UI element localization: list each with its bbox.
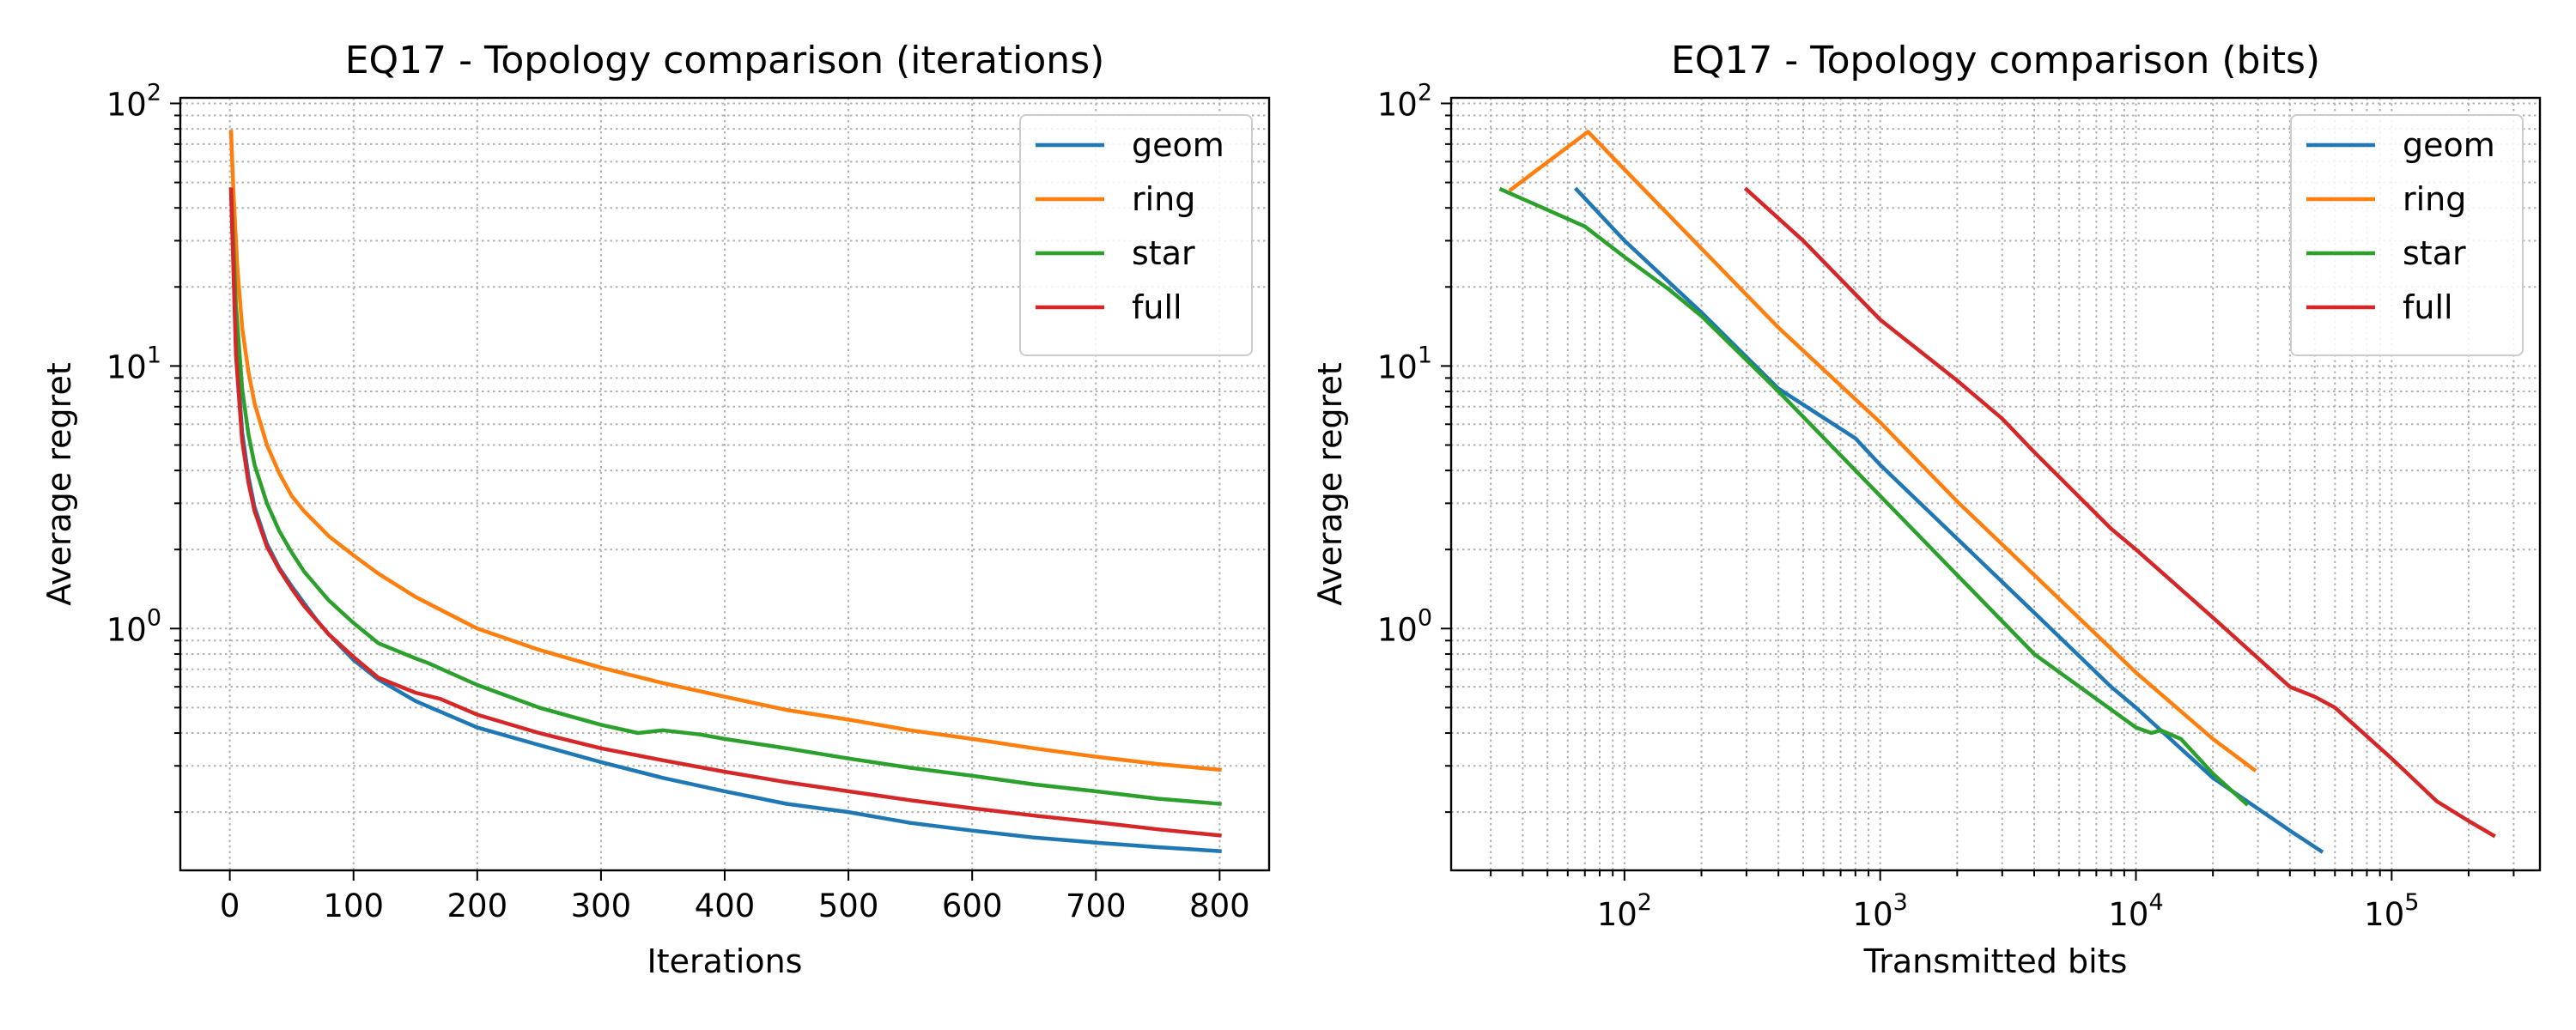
series-line-star (1498, 186, 2250, 807)
x-tick-label: 102 (1597, 889, 1652, 933)
series-line-ring (228, 130, 1222, 772)
series-line-star (228, 187, 1222, 806)
y-axis-label: Average regret (40, 362, 78, 605)
chart-title: EQ17 - Topology comparison (bits) (1671, 39, 2320, 82)
x-tick-label: 300 (571, 888, 632, 924)
x-tick-label: 700 (1066, 888, 1127, 924)
x-axis-label: Iterations (647, 942, 803, 980)
series-lines (1498, 130, 2496, 854)
x-tick-label: 0 (220, 888, 240, 924)
series-line-full (1743, 186, 2496, 839)
y-tick-label: 102 (1377, 79, 1432, 123)
legend-label-full: full (2403, 288, 2453, 326)
series-line-full (228, 187, 1222, 838)
series-line-geom (1573, 186, 2324, 854)
legend-label-ring: ring (2403, 180, 2466, 218)
grid (1451, 98, 2540, 870)
x-tick-label: 200 (447, 888, 508, 924)
legend: geom ring star full (2290, 114, 2524, 356)
x-tick-label: 103 (1853, 889, 1908, 933)
x-tick-label: 104 (2108, 889, 2163, 933)
ticks: 100 101 102 0 100 200 300 400 500 600 700 800 (106, 79, 1250, 924)
series-lines (228, 130, 1222, 853)
legend-label-full: full (1132, 288, 1182, 326)
x-tick-label: 400 (695, 888, 756, 924)
legend-box (1019, 114, 1253, 356)
legend-box (2290, 114, 2524, 356)
legend-label-ring: ring (1132, 180, 1195, 218)
x-tick-label: 105 (2364, 889, 2419, 933)
legend: geom ring star full (1019, 114, 1253, 356)
ticks: 100 101 102 102 103 104 105 (1377, 79, 2515, 933)
chart-bits: EQ17 - Topology comparison (bits) 100 101… (1311, 39, 2542, 980)
chart-title: EQ17 - Topology comparison (iterations) (345, 39, 1105, 82)
x-tick-label: 500 (818, 888, 879, 924)
legend-label-geom: geom (2403, 126, 2495, 164)
chart-iterations: EQ17 - Topology comparison (iterations) … (40, 39, 1271, 980)
y-tick-label: 100 (106, 604, 161, 648)
x-tick-label: 800 (1189, 888, 1250, 924)
legend-label-star: star (1132, 234, 1195, 272)
plot-frame (1449, 96, 2542, 872)
series-line-ring (1508, 130, 2257, 772)
y-axis-label: Average regret (1311, 362, 1349, 605)
y-tick-label: 102 (106, 79, 161, 123)
y-tick-label: 101 (1377, 342, 1432, 385)
legend-label-star: star (2403, 234, 2466, 272)
legend-label-geom: geom (1132, 126, 1224, 164)
y-tick-label: 101 (106, 342, 161, 385)
y-tick-label: 100 (1377, 604, 1432, 648)
x-tick-label: 100 (323, 888, 384, 924)
x-tick-label: 600 (942, 888, 1003, 924)
x-axis-label: Transmitted bits (1863, 942, 2128, 980)
